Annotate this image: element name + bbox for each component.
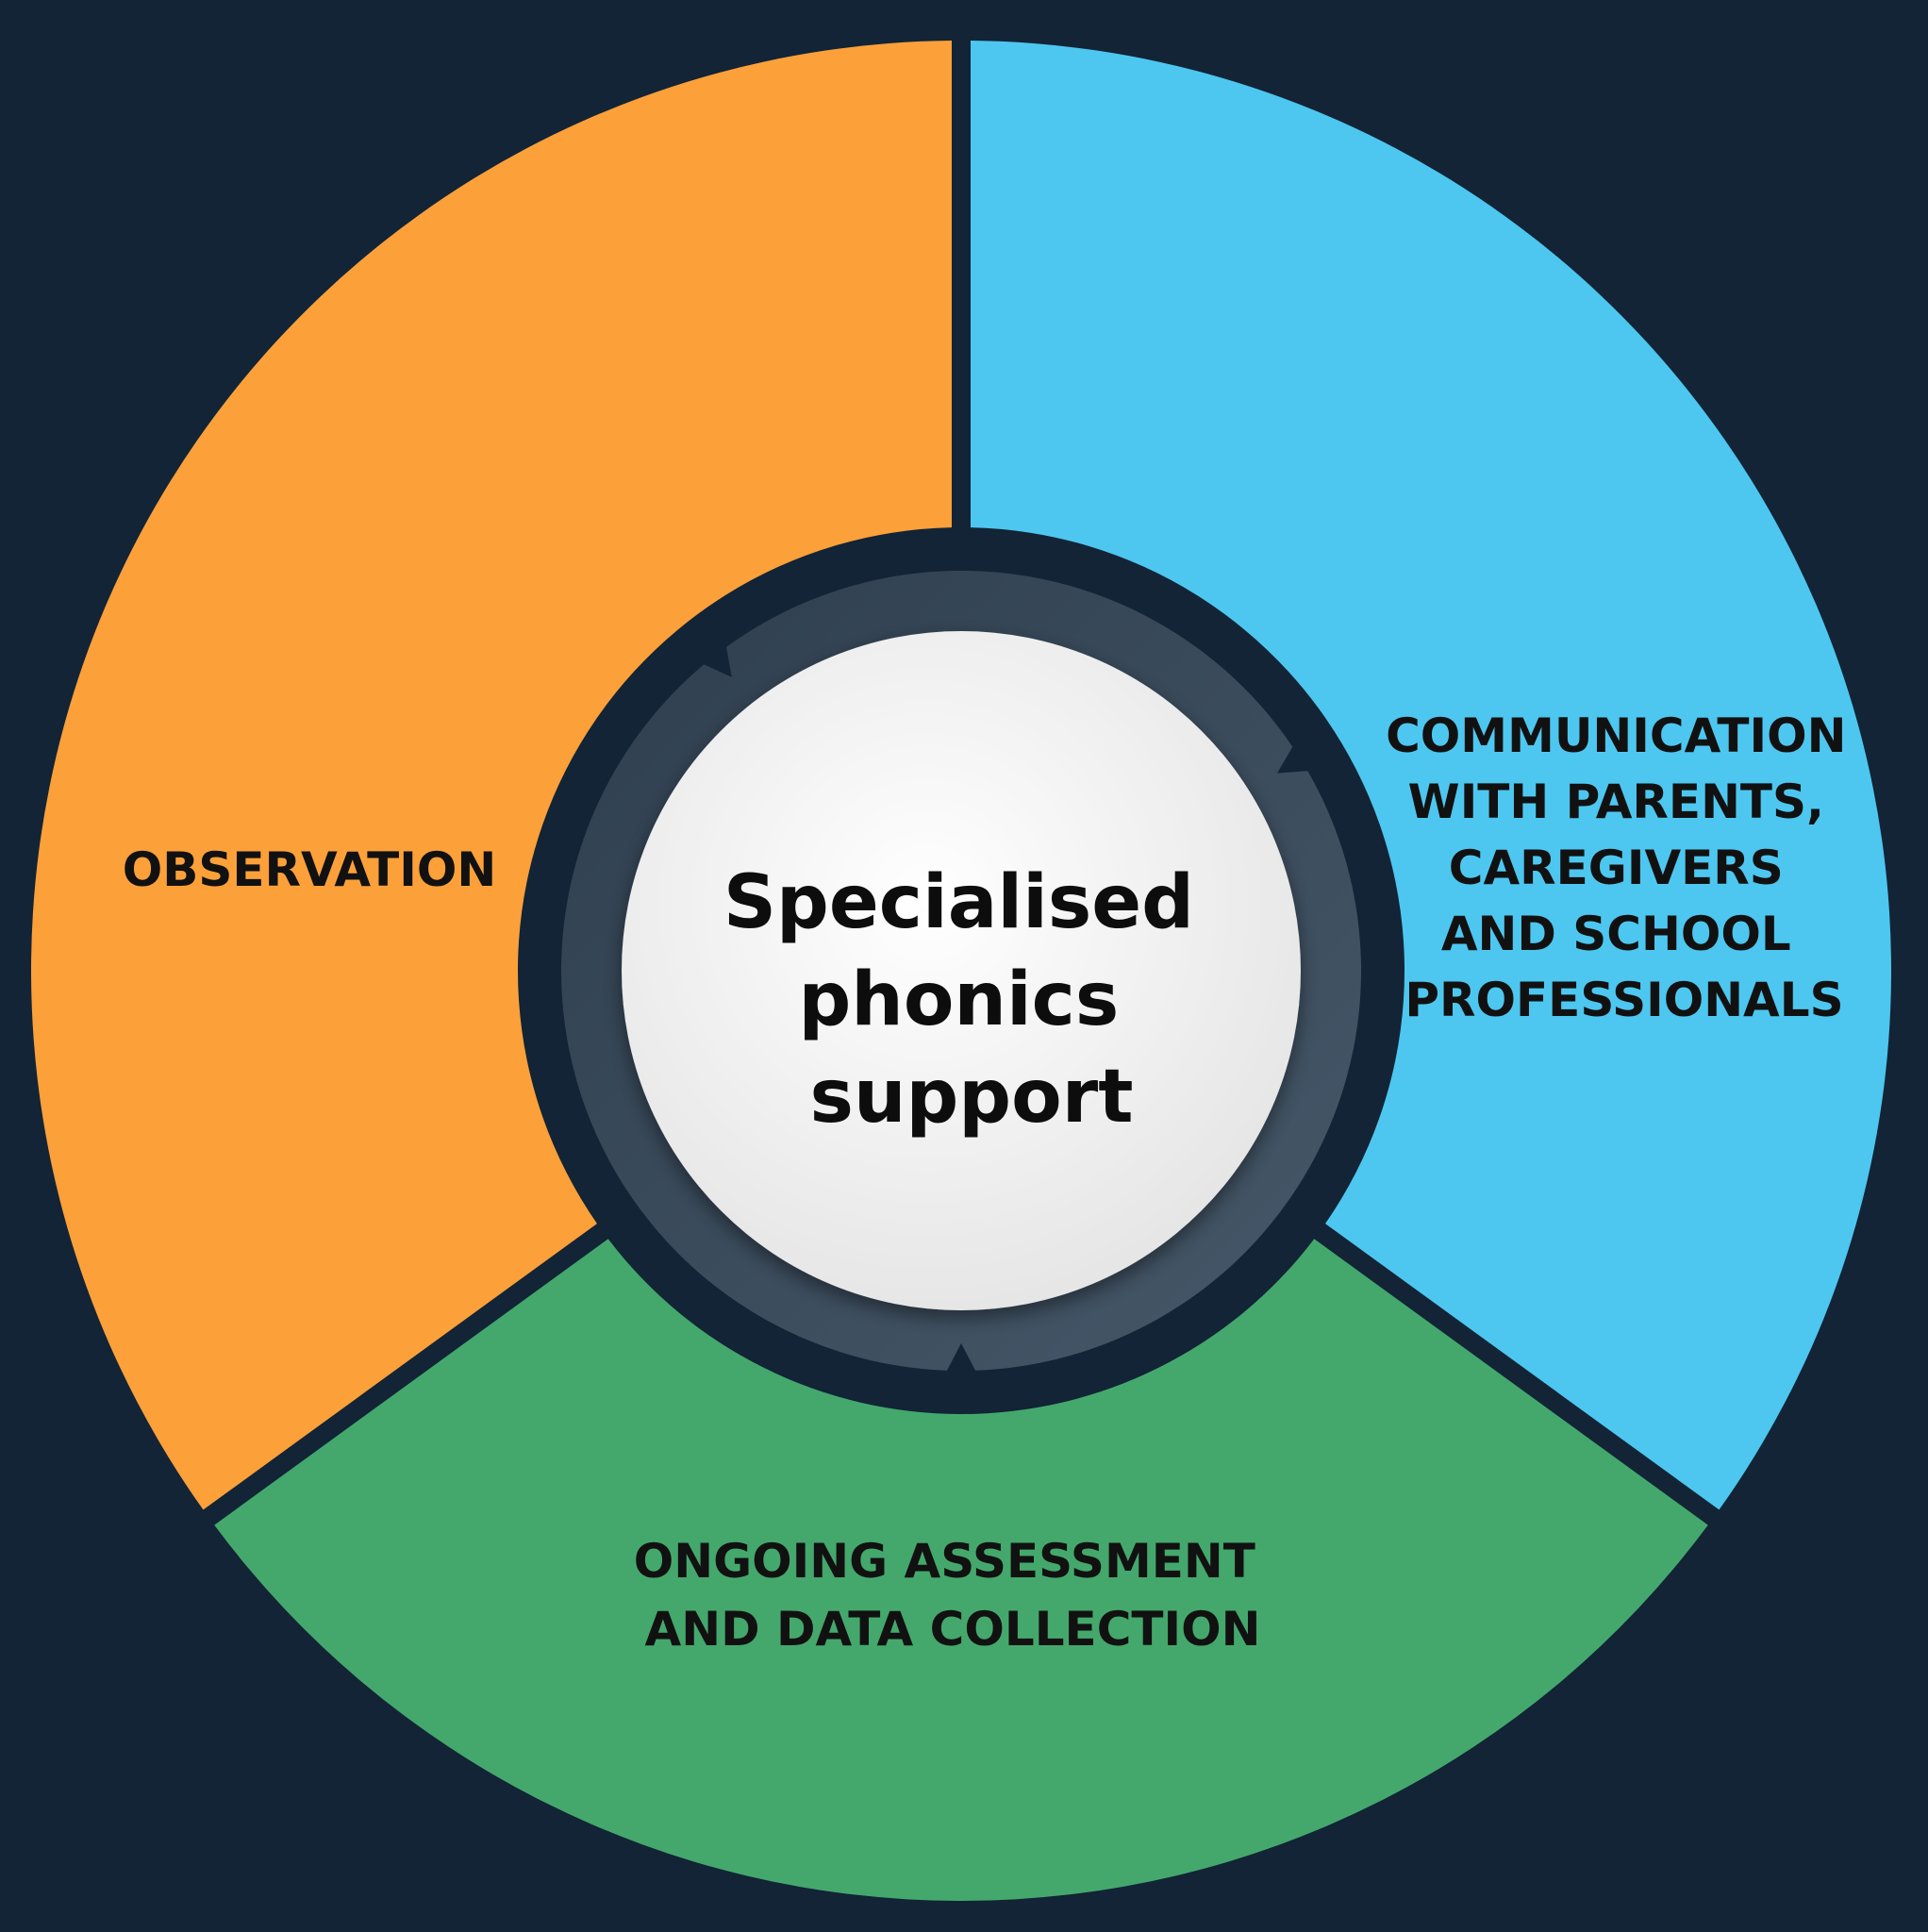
center-title: Specialised phonics support	[723, 860, 1220, 1140]
notch-bottom	[929, 1343, 993, 1405]
observation-segment	[30, 41, 953, 1510]
assessment-label: ONGOING ASSESSMENT AND DATA COLLECTION	[634, 1534, 1271, 1657]
notch-right	[1276, 713, 1347, 774]
observation-label: OBSERVATION	[123, 842, 496, 897]
communication-segment	[970, 41, 1891, 1510]
assessment-segment	[214, 1239, 1708, 1901]
notch-left	[669, 608, 732, 677]
ring-notches	[669, 608, 1347, 1405]
center-disc	[622, 631, 1301, 1310]
communication-label: COMMUNICATION WITH PARENTS, CAREGIVERS A…	[1386, 708, 1863, 1027]
